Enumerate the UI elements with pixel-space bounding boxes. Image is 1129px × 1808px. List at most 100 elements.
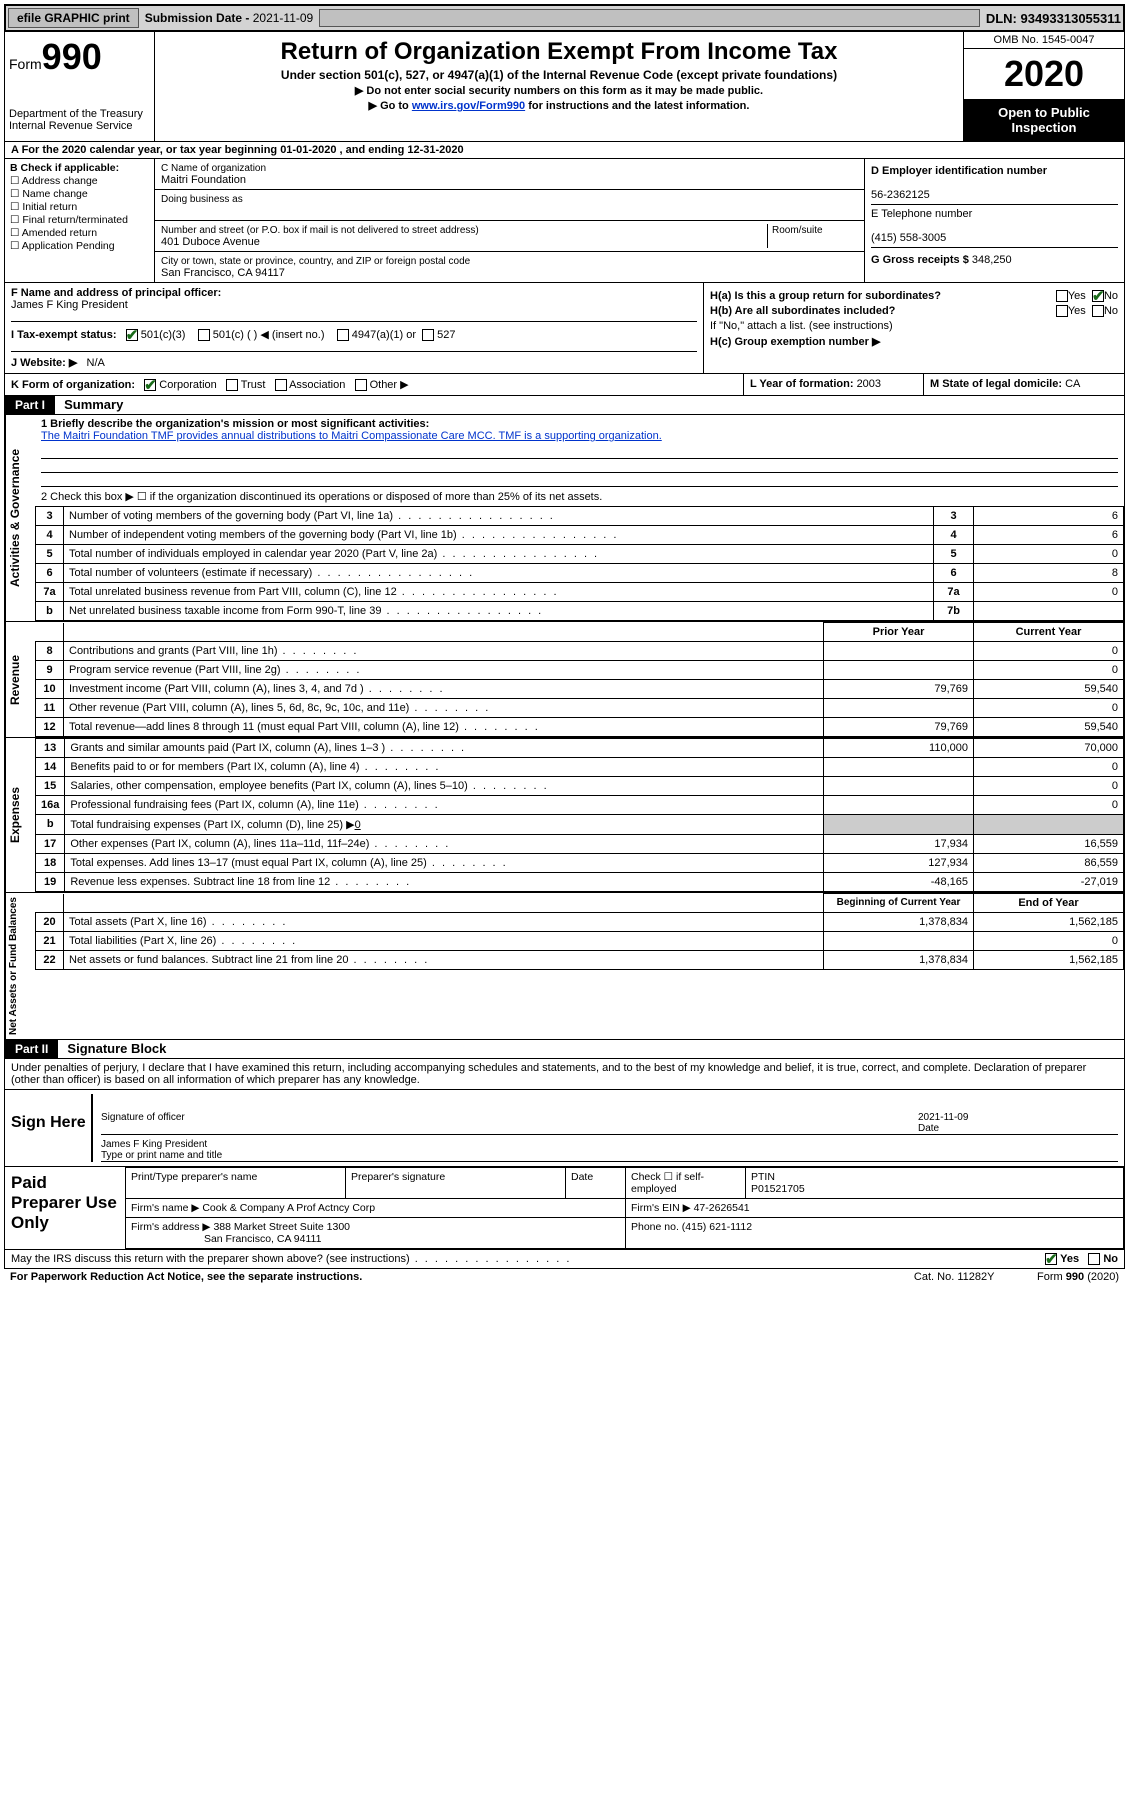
sig-officer-label: Signature of officer bbox=[101, 1112, 918, 1134]
table-row: 18Total expenses. Add lines 13–17 (must … bbox=[36, 854, 1124, 873]
box-k: K Form of organization: Corporation Trus… bbox=[5, 374, 744, 395]
netassets-table: Beginning of Current Year End of Year 20… bbox=[35, 893, 1124, 970]
header-left: Form990 Department of the Treasury Inter… bbox=[5, 32, 155, 141]
room-label: Room/suite bbox=[772, 225, 823, 236]
chk-name-change[interactable]: ☐ Name change bbox=[10, 188, 149, 200]
table-row: 14Benefits paid to or for members (Part … bbox=[36, 758, 1124, 777]
sig-name: James F King President bbox=[101, 1139, 207, 1150]
table-row: 3Number of voting members of the governi… bbox=[36, 507, 1124, 526]
row-a-tax-year: A For the 2020 calendar year, or tax yea… bbox=[4, 142, 1125, 159]
chk-501c3[interactable] bbox=[126, 329, 138, 341]
chk-assoc[interactable] bbox=[275, 379, 287, 391]
hb-yes[interactable] bbox=[1056, 305, 1068, 317]
tax-year: 2020 bbox=[964, 49, 1124, 99]
city-label: City or town, state or province, country… bbox=[161, 256, 470, 267]
discuss-yes[interactable] bbox=[1045, 1253, 1057, 1265]
ein-label: D Employer identification number bbox=[871, 165, 1047, 177]
section-klm: K Form of organization: Corporation Trus… bbox=[4, 374, 1125, 396]
instruction-2: ▶ Go to www.irs.gov/Form990 for instruct… bbox=[161, 99, 957, 112]
gross-label: G Gross receipts $ bbox=[871, 254, 972, 266]
row-16b: b Total fundraising expenses (Part IX, c… bbox=[36, 815, 1124, 835]
table-row: 13Grants and similar amounts paid (Part … bbox=[36, 739, 1124, 758]
table-row: 11Other revenue (Part VIII, column (A), … bbox=[36, 699, 1124, 718]
table-row: 16aProfessional fundraising fees (Part I… bbox=[36, 796, 1124, 815]
chk-trust[interactable] bbox=[226, 379, 238, 391]
table-row: 6Total number of volunteers (estimate if… bbox=[36, 564, 1124, 583]
table-row: 8Contributions and grants (Part VIII, li… bbox=[36, 642, 1124, 661]
ha-no[interactable] bbox=[1092, 290, 1104, 302]
city-value: San Francisco, CA 94117 bbox=[161, 267, 285, 279]
tel-value: (415) 558-3005 bbox=[871, 232, 946, 244]
chk-initial-return[interactable]: ☐ Initial return bbox=[10, 201, 149, 213]
part-2: Part II Signature Block Under penalties … bbox=[4, 1040, 1125, 1090]
box-j: J Website: ▶ N/A bbox=[11, 351, 697, 369]
table-row: 9Program service revenue (Part VIII, lin… bbox=[36, 661, 1124, 680]
hb-no[interactable] bbox=[1092, 305, 1104, 317]
chk-final-return[interactable]: ☐ Final return/terminated bbox=[10, 214, 149, 226]
street-value: 401 Duboce Avenue bbox=[161, 236, 260, 248]
firm-addr2: San Francisco, CA 94111 bbox=[204, 1233, 322, 1245]
discuss-no[interactable] bbox=[1088, 1253, 1100, 1265]
gross-value: 348,250 bbox=[972, 254, 1012, 266]
header-middle: Return of Organization Exempt From Incom… bbox=[155, 32, 964, 141]
top-toolbar: efile GRAPHIC print Submission Date - 20… bbox=[4, 4, 1125, 32]
prep-name-hdr: Print/Type preparer's name bbox=[126, 1168, 346, 1199]
ein-value: 56-2362125 bbox=[871, 189, 930, 201]
paid-preparer-label: Paid Preparer Use Only bbox=[5, 1167, 125, 1249]
vtab-expenses: Expenses bbox=[5, 738, 35, 892]
table-row: 19Revenue less expenses. Subtract line 1… bbox=[36, 873, 1124, 892]
chk-amended[interactable]: ☐ Amended return bbox=[10, 227, 149, 239]
chk-address-change[interactable]: ☐ Address change bbox=[10, 175, 149, 187]
table-row: 10Investment income (Part VIII, column (… bbox=[36, 680, 1124, 699]
table-row: 20Total assets (Part X, line 16)1,378,83… bbox=[36, 913, 1124, 932]
expenses-table: 13Grants and similar amounts paid (Part … bbox=[35, 738, 1124, 892]
box-f-label: F Name and address of principal officer: bbox=[11, 287, 221, 299]
box-b: B Check if applicable: ☐ Address change … bbox=[5, 159, 155, 282]
chk-527[interactable] bbox=[422, 329, 434, 341]
box-c: C Name of organization Maitri Foundation… bbox=[155, 159, 864, 282]
table-row: 15Salaries, other compensation, employee… bbox=[36, 777, 1124, 796]
ha-yes[interactable] bbox=[1056, 290, 1068, 302]
chk-corp[interactable] bbox=[144, 379, 156, 391]
form-number: Form990 bbox=[9, 36, 150, 78]
firm-phone: (415) 621-1112 bbox=[682, 1221, 752, 1233]
vtab-revenue: Revenue bbox=[5, 622, 35, 737]
hb-label: H(b) Are all subordinates included? bbox=[710, 305, 895, 317]
table-row: 7aTotal unrelated business revenue from … bbox=[36, 583, 1124, 602]
prep-selfemp: Check ☐ if self-employed bbox=[626, 1168, 746, 1199]
box-m: M State of legal domicile: CA bbox=[924, 374, 1124, 395]
ruled-line bbox=[41, 473, 1118, 487]
firm-ein-label: Firm's EIN ▶ bbox=[631, 1202, 691, 1214]
tel-label: E Telephone number bbox=[871, 208, 972, 220]
form-990-page: efile GRAPHIC print Submission Date - 20… bbox=[0, 0, 1129, 1289]
vtab-netassets: Net Assets or Fund Balances bbox=[5, 893, 35, 1039]
prep-date-hdr: Date bbox=[566, 1168, 626, 1199]
firm-phone-label: Phone no. bbox=[631, 1221, 682, 1233]
q1-label: 1 Briefly describe the organization's mi… bbox=[41, 418, 429, 430]
part2-title: Signature Block bbox=[61, 1039, 172, 1058]
part1-header: Part I bbox=[5, 396, 55, 414]
signature-block: Sign Here Signature of officer 2021-11-0… bbox=[4, 1090, 1125, 1167]
table-row: 12Total revenue—add lines 8 through 11 (… bbox=[36, 718, 1124, 737]
efile-print-button[interactable]: efile GRAPHIC print bbox=[8, 8, 139, 28]
sign-here-label: Sign Here bbox=[11, 1094, 91, 1162]
irs-link[interactable]: www.irs.gov/Form990 bbox=[412, 100, 525, 112]
form-title: Return of Organization Exempt From Incom… bbox=[161, 38, 957, 66]
col-beg: Beginning of Current Year bbox=[824, 894, 974, 913]
table-row: bNet unrelated business taxable income f… bbox=[36, 602, 1124, 621]
chk-app-pending[interactable]: ☐ Application Pending bbox=[10, 240, 149, 252]
table-row: 17Other expenses (Part IX, column (A), l… bbox=[36, 835, 1124, 854]
toolbar-spacer bbox=[319, 9, 980, 27]
firm-name: Cook & Company A Prof Actncy Corp bbox=[202, 1202, 375, 1214]
form-header: Form990 Department of the Treasury Inter… bbox=[4, 32, 1125, 142]
box-b-title: B Check if applicable: bbox=[10, 162, 119, 174]
left-fij: F Name and address of principal officer:… bbox=[5, 283, 704, 373]
chk-other[interactable] bbox=[355, 379, 367, 391]
chk-501c[interactable] bbox=[198, 329, 210, 341]
chk-4947[interactable] bbox=[337, 329, 349, 341]
firm-ein: 47-2626541 bbox=[694, 1202, 750, 1214]
table-row: 22Net assets or fund balances. Subtract … bbox=[36, 951, 1124, 970]
perjury-declaration: Under penalties of perjury, I declare th… bbox=[5, 1059, 1124, 1089]
website-label: J Website: ▶ bbox=[11, 357, 77, 369]
col-prior: Prior Year bbox=[824, 623, 974, 642]
